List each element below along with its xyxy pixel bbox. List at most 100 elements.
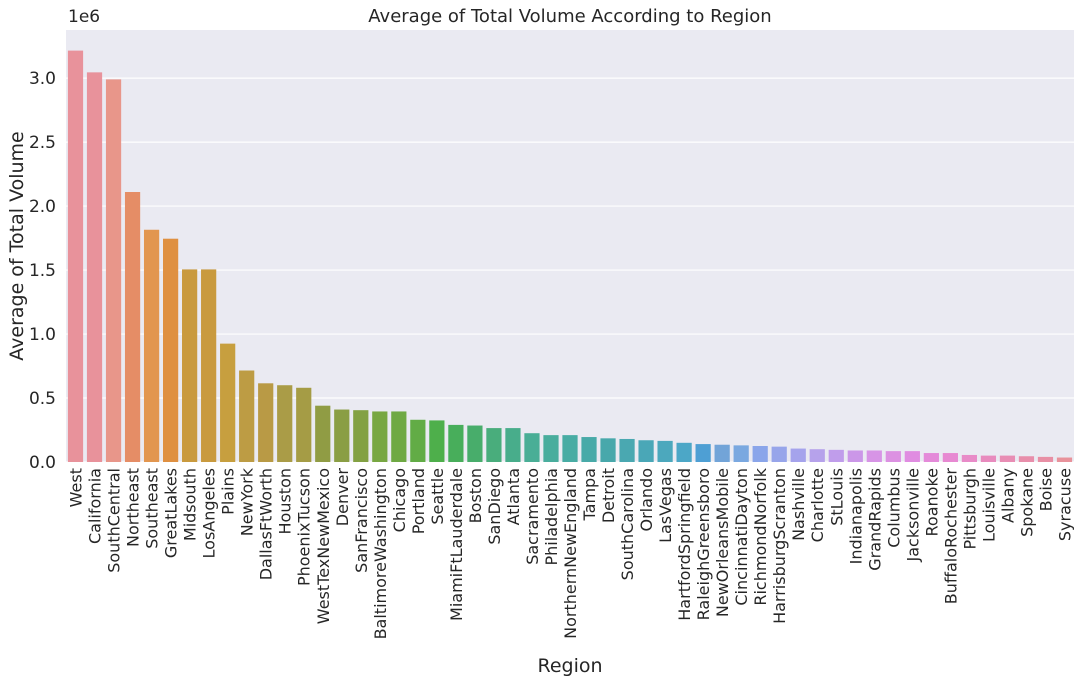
- bar-HarrisburgScranton: [771, 446, 787, 462]
- x-tick-label: Syracuse: [1055, 468, 1074, 541]
- bar-HartfordSpringfield: [676, 442, 692, 462]
- bar-MiamiFtLauderdale: [448, 424, 464, 462]
- y-tick-label: 1.5: [29, 261, 56, 281]
- x-tick-label: Plains: [219, 468, 238, 515]
- bar-SanDiego: [486, 428, 502, 462]
- bar-Roanoke: [923, 453, 939, 462]
- x-tick-label: Boise: [1036, 468, 1055, 511]
- bar-LasVegas: [657, 440, 673, 462]
- y-tick-label: 3.0: [29, 69, 56, 89]
- y-tick-label: 2.5: [29, 133, 56, 153]
- bar-Detroit: [600, 438, 616, 462]
- x-tick-label: Midsouth: [181, 468, 200, 541]
- x-tick-label: Charlotte: [808, 468, 827, 542]
- bar-DallasFtWorth: [258, 383, 274, 462]
- bar-Albany: [999, 455, 1016, 462]
- x-tick-label: Chicago: [390, 468, 409, 532]
- bar-Indianapolis: [847, 450, 863, 462]
- bar-NewYork: [239, 370, 255, 462]
- x-tick-label: NorthernNewEngland: [561, 468, 580, 639]
- x-tick-label: RaleighGreensboro: [694, 468, 713, 620]
- x-tick-label: Albany: [998, 468, 1017, 523]
- x-tick-label: Jacksonville: [903, 468, 922, 563]
- bar-StLouis: [828, 449, 844, 462]
- x-tick-label: Spokane: [1017, 468, 1036, 537]
- x-axis-label: Region: [537, 655, 602, 677]
- x-tick-label: Seattle: [428, 468, 447, 525]
- x-tick-label: Indianapolis: [846, 468, 865, 564]
- bar-West: [67, 50, 84, 462]
- bar-NewOrleansMobile: [714, 444, 730, 462]
- plot-area: [66, 30, 1074, 462]
- bar-Philadelphia: [543, 435, 559, 462]
- x-tick-label: Louisville: [979, 468, 998, 542]
- bar-Boston: [467, 425, 483, 462]
- x-tick-label: Denver: [333, 468, 352, 527]
- bar-GreatLakes: [162, 238, 179, 462]
- bar-Syracuse: [1056, 457, 1073, 462]
- x-tick-label: LasVegas: [656, 468, 675, 543]
- bar-Tampa: [581, 437, 597, 462]
- y-offset-label: 1e6: [68, 7, 100, 27]
- bar-California: [86, 72, 103, 462]
- bar-Chicago: [391, 411, 407, 462]
- x-tick-label: GreatLakes: [162, 468, 181, 558]
- x-tick-label: BuffaloRochester: [941, 468, 960, 605]
- x-tick-label: RichmondNorfolk: [751, 467, 770, 605]
- y-tick-label: 0.0: [29, 453, 56, 473]
- x-tick-label: PhoenixTucson: [295, 468, 314, 586]
- x-tick-label: Houston: [276, 468, 295, 535]
- bar-Jacksonville: [904, 451, 920, 462]
- bar-NorthernNewEngland: [562, 435, 578, 462]
- x-tick-label: SanFrancisco: [352, 468, 371, 573]
- x-tick-label: Atlanta: [504, 468, 523, 525]
- bar-Denver: [334, 409, 350, 462]
- x-tick-label: SanDiego: [485, 468, 504, 545]
- x-tick-label: California: [86, 468, 105, 544]
- bar-Portland: [410, 419, 426, 462]
- x-tick-label: BaltimoreWashington: [371, 468, 390, 639]
- x-tick-label: Detroit: [599, 468, 618, 523]
- y-axis-label: Average of Total Volume: [6, 131, 28, 361]
- bar-Charlotte: [809, 449, 825, 462]
- x-tick-label: Tampa: [580, 468, 599, 521]
- x-tick-labels: West California SouthCentral Northeast South…: [67, 467, 1075, 639]
- x-tick-label: Sacramento: [523, 468, 542, 565]
- bar-Houston: [277, 385, 293, 462]
- bar-Spokane: [1018, 456, 1035, 462]
- bar-Pittsburgh: [961, 454, 978, 462]
- x-tick-label: Columbus: [884, 468, 903, 548]
- x-tick-label: Pittsburgh: [960, 468, 979, 550]
- x-tick-label: Portland: [409, 468, 428, 534]
- bar-Louisville: [980, 455, 997, 462]
- x-tick-label: Southeast: [143, 468, 162, 549]
- y-tick-label: 1.0: [29, 325, 56, 345]
- x-tick-label: Northeast: [124, 468, 143, 547]
- bar-Boise: [1037, 456, 1054, 462]
- x-tick-label: SouthCentral: [105, 468, 124, 573]
- bar-Orlando: [638, 440, 654, 462]
- bar-SouthCarolina: [619, 438, 635, 462]
- x-tick-label: DallasFtWorth: [257, 468, 276, 580]
- y-tick-labels: 0.0 0.5 1.0 1.5 2.0 2.5 3.0: [29, 69, 56, 473]
- bar-BaltimoreWashington: [372, 411, 388, 462]
- x-tick-label: Philadelphia: [542, 468, 561, 565]
- bar-WestTexNewMexico: [315, 405, 331, 462]
- x-tick-label: Boston: [466, 468, 485, 523]
- bar-BuffaloRochester: [942, 453, 958, 462]
- bar-Atlanta: [505, 428, 521, 462]
- bar-Columbus: [885, 451, 901, 462]
- x-tick-label: HarrisburgScranton: [770, 468, 789, 624]
- bar-Nashville: [790, 448, 806, 462]
- x-tick-label: GrandRapids: [865, 468, 884, 571]
- bar-Northeast: [124, 192, 141, 462]
- x-tick-label: LosAngeles: [200, 468, 219, 558]
- x-tick-label: MiamiFtLauderdale: [447, 468, 466, 621]
- bar-SanFrancisco: [353, 410, 369, 462]
- x-tick-label: NewYork: [238, 467, 257, 536]
- x-tick-label: WestTexNewMexico: [314, 468, 333, 624]
- x-tick-label: Nashville: [789, 468, 808, 541]
- x-tick-label: NewOrleansMobile: [713, 468, 732, 617]
